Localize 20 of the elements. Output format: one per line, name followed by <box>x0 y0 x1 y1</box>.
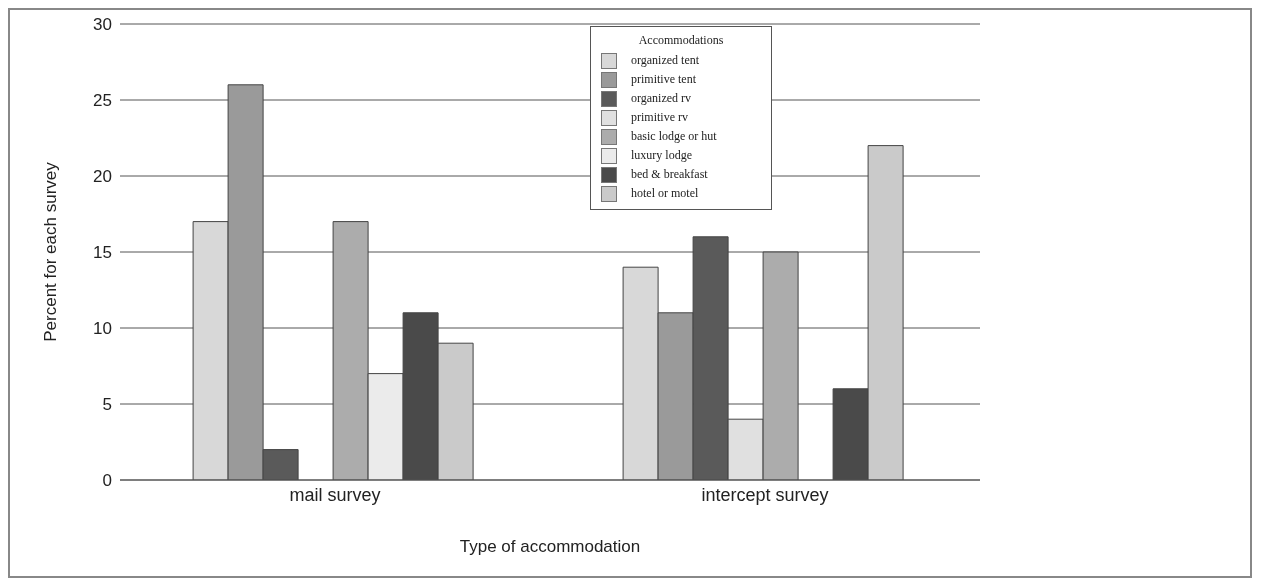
y-tick-label: 30 <box>93 15 112 35</box>
x-axis-title: Type of accommodation <box>459 537 641 556</box>
legend-label: bed & breakfast <box>631 167 708 182</box>
y-tick-label: 15 <box>93 243 112 263</box>
y-tick-label: 5 <box>102 395 112 415</box>
legend-label: primitive tent <box>631 72 696 87</box>
y-tick-label: 25 <box>93 91 112 111</box>
legend-label: hotel or motel <box>631 186 699 201</box>
legend-label: primitive rv <box>631 110 688 125</box>
y-tick-label: 0 <box>102 471 112 491</box>
legend-title: Accommodations <box>637 33 725 48</box>
y-tick-label: 20 <box>93 167 112 187</box>
legend-label: luxury lodge <box>631 148 692 163</box>
x-tick-label: mail survey <box>289 484 381 505</box>
legend-label: organized tent <box>631 53 700 68</box>
legend-label: basic lodge or hut <box>631 129 717 144</box>
x-tick-label: intercept survey <box>701 484 829 505</box>
y-axis-title: Percent for each survey <box>41 161 61 342</box>
legend-label: organized rv <box>631 91 692 106</box>
y-tick-label: 10 <box>93 319 112 339</box>
